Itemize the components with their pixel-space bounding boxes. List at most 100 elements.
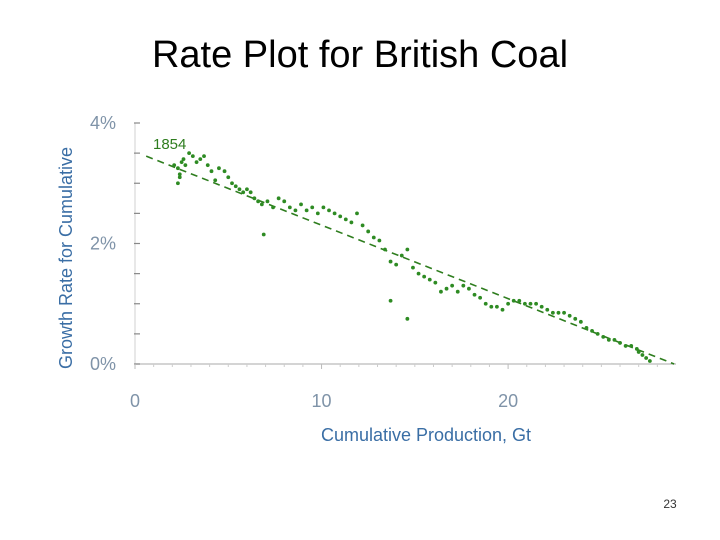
data-point	[287, 205, 292, 210]
data-point	[495, 304, 499, 309]
data-point	[304, 208, 309, 213]
data-point	[177, 175, 182, 180]
data-point	[601, 334, 606, 339]
data-point	[237, 187, 242, 192]
data-point	[321, 205, 326, 210]
data-point	[556, 310, 561, 315]
data-point	[327, 208, 331, 213]
data-point	[461, 283, 466, 288]
data-point	[606, 338, 611, 342]
data-point	[478, 295, 483, 300]
y-tick-label: 4%	[90, 113, 116, 133]
data-point	[226, 175, 231, 180]
data-point	[528, 301, 533, 306]
data-point	[355, 211, 359, 216]
data-point	[377, 238, 382, 243]
data-point	[595, 331, 600, 336]
data-point	[550, 310, 555, 315]
data-point	[202, 154, 206, 159]
data-point	[179, 160, 184, 165]
data-point	[259, 202, 264, 207]
trend-line	[145, 155, 675, 365]
data-point	[511, 298, 516, 303]
x-tick-label: 10	[312, 391, 332, 411]
data-point	[222, 169, 227, 174]
data-point	[388, 298, 393, 303]
data-point	[233, 184, 238, 189]
data-point	[265, 199, 270, 204]
data-point	[198, 157, 203, 162]
data-point	[545, 307, 550, 312]
data-point	[539, 304, 544, 309]
data-point	[213, 178, 218, 183]
y-tick-label: 2%	[90, 234, 116, 254]
annotation-1854: 1854	[153, 136, 186, 153]
y-tick-label: 0%	[90, 354, 116, 374]
data-point	[644, 356, 649, 360]
slide-title: Rate Plot for British Coal	[151, 34, 569, 76]
data-point	[241, 190, 246, 195]
data-point	[209, 169, 214, 174]
data-point	[623, 344, 628, 348]
data-point	[489, 304, 494, 309]
data-point	[383, 247, 387, 252]
data-point	[315, 211, 320, 216]
data-point	[567, 313, 572, 318]
data-point	[276, 196, 281, 201]
data-point	[506, 301, 511, 306]
data-point	[634, 347, 639, 351]
data-point	[433, 280, 438, 285]
data-point	[618, 341, 622, 345]
data-point	[282, 199, 287, 204]
data-point	[534, 301, 538, 306]
data-point	[252, 196, 257, 201]
data-point	[310, 205, 315, 210]
data-point	[612, 338, 617, 342]
data-point	[332, 211, 337, 216]
data-point	[573, 316, 578, 321]
data-point	[371, 235, 376, 240]
data-point	[394, 262, 399, 267]
data-point	[522, 301, 527, 306]
data-point	[483, 301, 488, 306]
data-point	[427, 277, 432, 282]
x-axis-title: Cumulative Production, Gt	[321, 425, 531, 445]
data-point	[230, 181, 234, 186]
data-point	[405, 316, 410, 321]
data-point	[636, 350, 641, 354]
data-point	[293, 208, 298, 213]
data-point	[472, 292, 477, 297]
data-point	[343, 217, 348, 222]
data-point	[176, 166, 180, 171]
data-point	[629, 344, 634, 348]
data-point	[405, 247, 410, 252]
data-point	[205, 163, 210, 168]
data-point	[360, 223, 365, 228]
data-point	[590, 328, 594, 333]
data-point	[190, 154, 195, 159]
data-point	[217, 166, 221, 171]
data-point	[500, 307, 505, 312]
data-point	[299, 202, 303, 207]
data-point	[422, 274, 427, 279]
data-point	[455, 289, 460, 294]
data-point	[172, 163, 177, 168]
data-point	[366, 229, 371, 234]
data-point	[261, 232, 266, 237]
data-point	[517, 298, 522, 303]
data-point	[444, 286, 449, 291]
data-point	[467, 286, 471, 291]
page-number: 23	[663, 497, 677, 511]
data-point	[584, 325, 589, 330]
data-point	[338, 214, 343, 219]
x-tick-label: 20	[498, 391, 518, 411]
data-point	[176, 181, 180, 186]
data-point	[194, 160, 199, 165]
data-point	[399, 253, 404, 258]
data-point	[411, 265, 415, 270]
data-point	[640, 353, 645, 357]
data-point	[256, 199, 261, 204]
data-point	[647, 359, 652, 363]
data-point	[439, 289, 443, 294]
